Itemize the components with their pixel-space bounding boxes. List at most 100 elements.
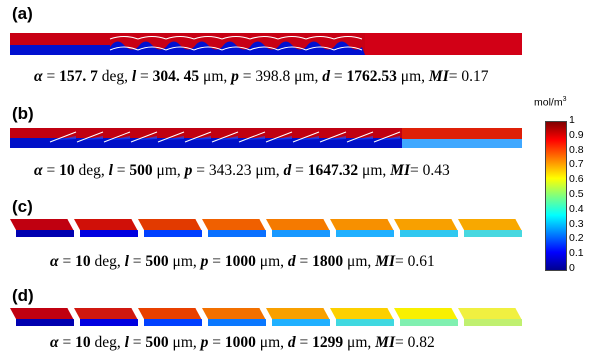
baffle-shade [326, 136, 346, 140]
segment-edge [259, 218, 267, 231]
segment-bottom [272, 230, 330, 237]
segment-bottom [400, 230, 458, 237]
segment-top [266, 219, 330, 230]
baffle-line [184, 131, 212, 143]
wave-line [333, 46, 363, 51]
baffle-line [49, 131, 77, 143]
wave-line [165, 46, 195, 51]
colorbar-tick-label: 0.3 [569, 217, 584, 230]
wave-line [249, 46, 279, 51]
segment-bottom [464, 230, 522, 237]
baffle-shade [110, 136, 130, 140]
segment-bottom [208, 230, 266, 237]
wave-line [305, 46, 335, 51]
segment-top [330, 308, 394, 319]
wave-blue-region [110, 41, 365, 55]
segment-edge [67, 218, 75, 231]
segment-edge [451, 218, 459, 231]
baffle-shade [137, 136, 157, 140]
wave-line [221, 46, 251, 51]
baffle-line [238, 131, 266, 143]
baffle-line [292, 131, 320, 143]
segment-top [202, 219, 266, 230]
baffle-line [103, 131, 131, 143]
colorbar-tick-label: 1 [569, 114, 575, 126]
segment-bottom [272, 319, 330, 326]
segment-bottom [16, 319, 74, 326]
segment-edge [387, 307, 395, 320]
caption-a: α = 157. 7 deg, l = 304. 45 μm, p = 398.… [34, 68, 489, 85]
colorbar-unit: mol/m3 [534, 96, 567, 109]
segment-bottom [16, 230, 74, 237]
baffle-shade [191, 136, 211, 140]
caption-c: α = 10 deg, l = 500 μm, p = 1000 μm, d =… [50, 253, 435, 270]
baffle-line [130, 131, 158, 143]
colorbar-tick-label: 0.4 [569, 202, 584, 215]
wave-line [137, 46, 167, 51]
segment-top [330, 219, 394, 230]
segment-edge [451, 307, 459, 320]
baffle-shade [164, 136, 184, 140]
segment-edge [195, 307, 203, 320]
wave-line [193, 35, 223, 40]
segment-edge [131, 218, 139, 231]
panel-label-d: (d) [12, 286, 34, 305]
segment-edge [515, 307, 522, 320]
wave-line [193, 46, 223, 51]
colorbar-tick-label: 0.8 [569, 143, 584, 156]
segment-top [266, 308, 330, 319]
segment-top [458, 308, 522, 319]
channel-a [10, 33, 522, 55]
segment-bottom [144, 230, 202, 237]
baffle-shade [299, 136, 319, 140]
caption-d: α = 10 deg, l = 500 μm, p = 1000 μm, d =… [50, 334, 435, 351]
segment-top [138, 308, 202, 319]
segment-edge [131, 307, 139, 320]
baffle-shade [218, 136, 238, 140]
segment-bottom [80, 230, 138, 237]
segment-edge [323, 218, 331, 231]
wave-line [305, 35, 335, 40]
channel-c [10, 218, 522, 237]
segment-bottom [144, 319, 202, 326]
panel-label-c: (c) [12, 197, 33, 216]
segment-edge [259, 307, 267, 320]
baffle-shade [245, 136, 265, 140]
channel-d [10, 307, 522, 326]
segment-edge [67, 307, 75, 320]
segment-top [202, 308, 266, 319]
colorbar-tick-label: 0.7 [569, 158, 584, 171]
segment-top [10, 308, 74, 319]
baffle-line [76, 131, 104, 143]
wave-line [221, 35, 251, 40]
wave-line [333, 35, 363, 40]
baffle-line [265, 131, 293, 143]
colorbar-tick-label: 0.9 [569, 128, 584, 141]
baffle-line [373, 131, 401, 143]
channel-b [10, 128, 522, 148]
segment-edge [387, 218, 395, 231]
segment-edge [195, 218, 203, 231]
colorbar-tick-label: 0.5 [569, 188, 584, 200]
segment-bottom [208, 319, 266, 326]
wave-line [165, 35, 195, 40]
baffle-shade [272, 136, 292, 140]
baffle-shade [83, 136, 103, 140]
colorbar-tick-label: 0.1 [569, 247, 584, 260]
colorbar-tick-label: 0 [569, 262, 575, 274]
segment-bottom [336, 230, 394, 237]
baffle-line [319, 131, 347, 143]
segment-edge [323, 307, 331, 320]
segment-bottom [336, 319, 394, 326]
segment-edge [515, 218, 522, 231]
segment-top [394, 308, 458, 319]
baffle-line [346, 131, 374, 143]
colorbar-tick-label: 0.2 [569, 232, 584, 245]
wave-line [109, 46, 139, 51]
wave-line [277, 35, 307, 40]
panel-label-a: (a) [12, 4, 33, 23]
segment-bottom [464, 319, 522, 326]
colorbar-tick-label: 0.6 [569, 173, 584, 186]
segment-top [394, 219, 458, 230]
panel-label-b: (b) [12, 104, 34, 123]
